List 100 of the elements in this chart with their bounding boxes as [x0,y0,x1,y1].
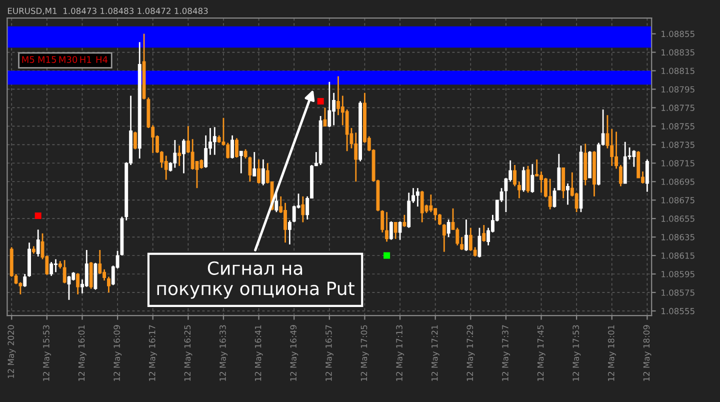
candlestick [574,192,578,213]
candlestick [274,192,278,213]
candlestick [552,187,556,208]
candlestick [23,273,27,288]
x-tick-label: 12 May 16:01 [78,325,86,381]
chart-title: EURUSD,M1 1.08473 1.08483 1.08472 1.08483 [8,8,208,15]
y-tick-label: 1.08775 [662,104,694,111]
candlestick [178,144,182,167]
candlestick [252,151,256,177]
candlestick [257,158,260,184]
x-tick-label: 12 May 16:57 [326,325,334,381]
candlestick [566,182,570,206]
candlestick [632,150,636,168]
candlestick [182,138,186,174]
candlestick [230,134,234,160]
candlestick [345,108,349,152]
candlestick [50,261,54,277]
annotation: Сигнал на покупку опциона Put [157,261,354,299]
candlestick [530,163,534,194]
candlestick [394,222,398,240]
candlestick [62,259,66,284]
x-tick-label: 12 May 17:37 [502,325,510,381]
candlestick [389,220,393,241]
candlestick [535,158,539,177]
candlestick [133,131,137,150]
candlestick [618,164,622,187]
candlestick [212,126,216,156]
candlestick [328,81,332,128]
candlestick [84,249,88,288]
candlestick [464,218,468,252]
y-tick-label: 1.08595 [662,270,694,278]
x-tick-label: 12 May 17:45 [537,325,546,381]
candlestick [482,224,486,242]
y-tick-label: 1.08715 [662,160,694,166]
candlestick [261,158,265,186]
candlestick [190,138,194,170]
candlestick [460,236,464,251]
candlestick [76,272,80,296]
candlestick [562,167,566,199]
candlestick [522,166,526,192]
candlestick [239,150,243,174]
candlestick [244,148,248,160]
y-tick-label: 1.08795 [662,86,694,93]
candlestick [557,153,561,191]
candlestick [36,228,40,258]
candlestick [645,158,649,192]
y-tick-label: 1.08755 [662,123,694,130]
candlestick [380,210,384,234]
y-tick-label: 1.08635 [662,234,694,240]
candlestick [526,165,530,194]
point [34,212,42,220]
x-tick-label: 12 May 16:49 [290,325,298,381]
candlestick [248,156,252,182]
x-tick-label: 12 May 18:09 [643,325,652,381]
point [384,252,390,259]
candlestick [288,220,292,246]
x-tick-label: 12 May 16:25 [184,325,192,381]
candlestick [301,196,305,223]
annotation: H1 [80,56,92,63]
candlestick [442,223,446,253]
y-tick-label: 1.08815 [662,68,694,74]
x-tick-label: 12 May 2020 [8,325,16,378]
candlestick [416,187,420,208]
candlestick [402,214,406,228]
x-tick-label: 12 May 17:05 [360,325,369,381]
candlestick [235,137,238,158]
candlestick [517,180,521,199]
y-tick-label: 1.08615 [662,252,694,259]
candlestick [107,276,110,294]
annotation: M5 [22,56,34,63]
candlestick [98,249,102,275]
point [317,98,324,104]
x-tick-label: 12 May 16:09 [114,325,122,381]
y-tick-label: 1.08555 [662,308,694,314]
annotation: M30 [59,56,78,63]
y-tick-label: 1.08695 [662,178,694,185]
y-tick-label: 1.08735 [662,142,694,148]
candlestick [323,107,327,127]
y-tick-label: 1.08575 [662,289,694,296]
y-tick-label: 1.08835 [662,49,694,56]
candlestick [204,134,208,168]
candlestick [164,155,168,180]
candlestick [385,211,388,242]
candlestick [398,220,402,241]
y-tick-label: 1.08675 [662,197,694,204]
candlestick [513,164,516,187]
candlestick [446,218,450,238]
x-tick-label: 12 May 17:53 [572,325,581,381]
x-tick-label: 12 May 16:33 [220,325,228,381]
candlestick [548,178,552,210]
x-tick-label: 12 May 17:21 [431,325,440,381]
x-tick-label: 12 May 15:53 [43,325,51,381]
x-tick-label: 12 May 16:41 [254,325,263,381]
x-tick-label: 12 May 17:29 [466,325,475,381]
x-tick-label: 12 May 18:01 [608,325,616,381]
x-tick-label: 12 May 16:17 [148,325,157,381]
annotation: M15 [38,56,56,63]
candlestick [478,227,482,258]
annotation: H4 [96,56,108,63]
x-tick-label: 12 May 17:13 [396,325,404,381]
